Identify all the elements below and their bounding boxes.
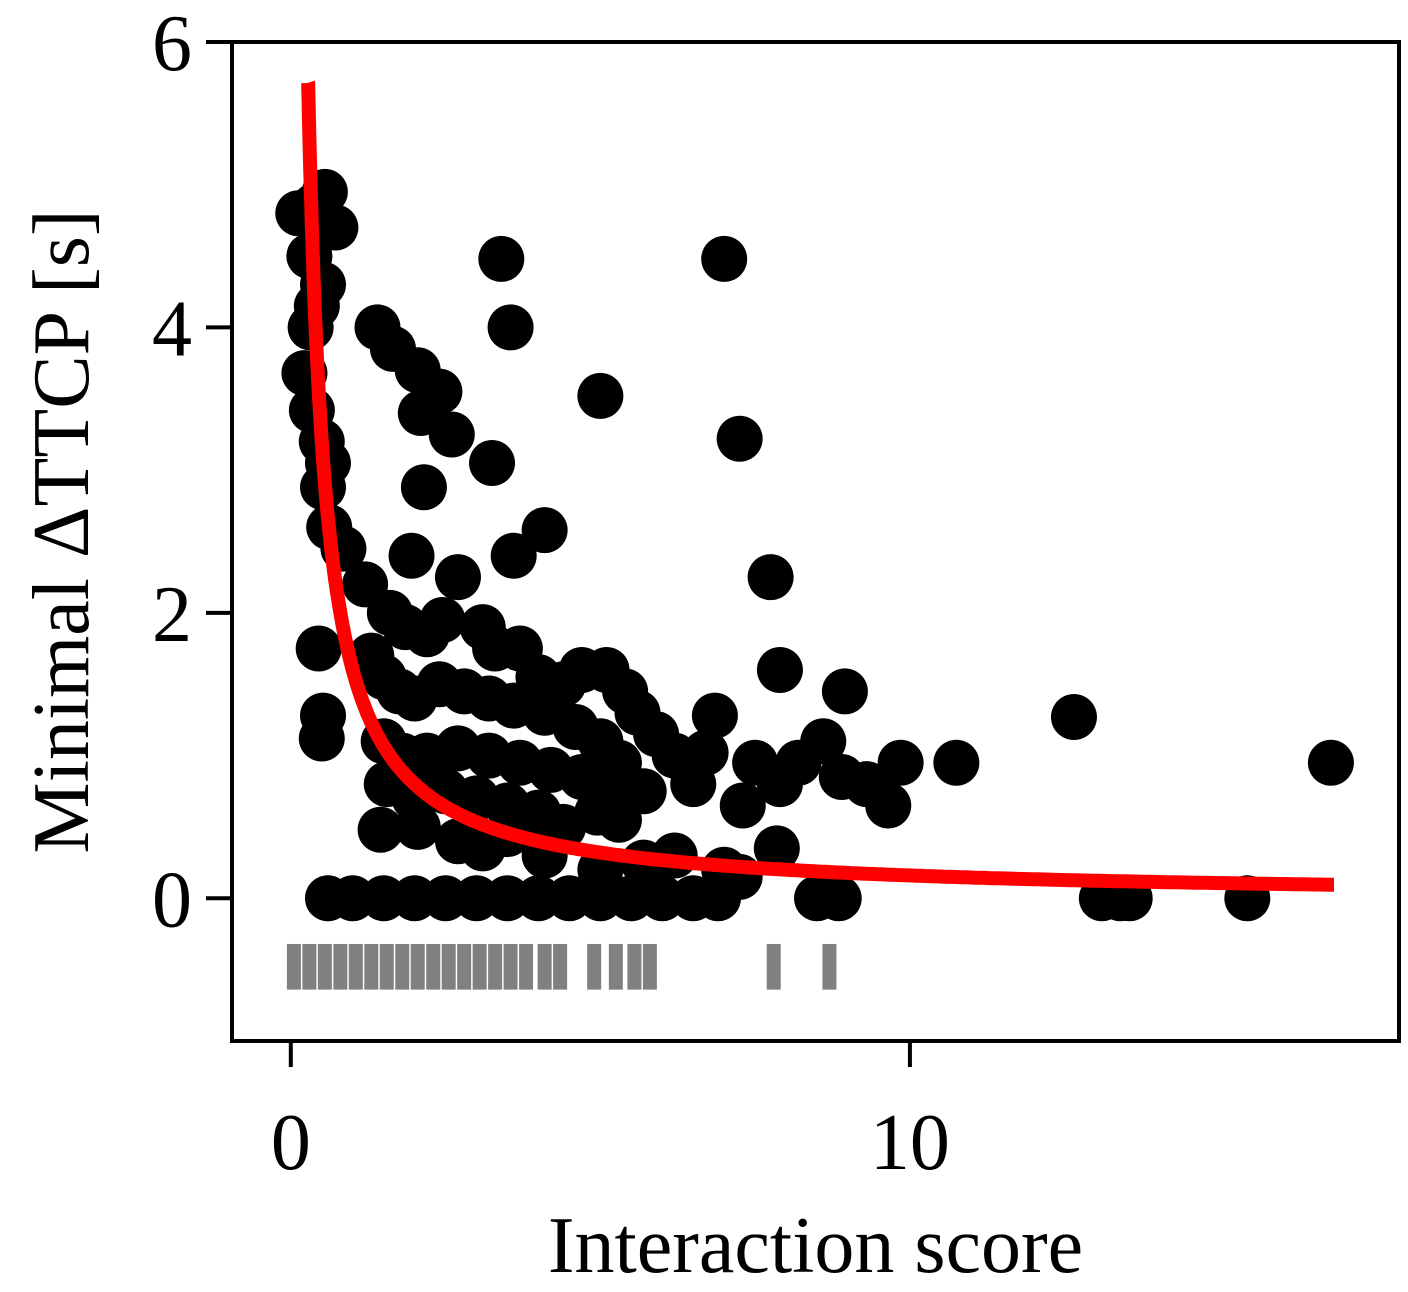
rug-mark <box>642 943 657 990</box>
scatter-point <box>933 739 980 786</box>
scatter-point <box>815 875 862 922</box>
rug-mark <box>766 943 781 990</box>
scatter-point <box>298 715 345 762</box>
rug-mark <box>457 943 472 990</box>
y-tick-label: 2 <box>152 571 192 659</box>
rug-marks <box>286 943 837 990</box>
y-axis-title: Minimal ΔTTCP [s] <box>18 209 106 853</box>
scatter-point <box>747 554 794 601</box>
rug-mark <box>627 943 642 990</box>
rug-mark <box>317 943 332 990</box>
scatter-point <box>577 372 624 419</box>
scatter-point <box>800 718 847 765</box>
fit-curve <box>301 76 1336 892</box>
scatter-point <box>295 625 342 672</box>
scatter-point <box>1050 694 1097 741</box>
rug-mark <box>608 943 623 990</box>
rug-mark <box>410 943 425 990</box>
rug-mark <box>519 943 534 990</box>
axis-ticks: 0 2 4 6 0 10 <box>152 0 950 1187</box>
scatter-point <box>478 235 525 282</box>
plot-frame <box>230 40 1401 1043</box>
rug-mark <box>537 943 552 990</box>
rug-mark <box>441 943 456 990</box>
rug-mark <box>379 943 394 990</box>
scatter-point <box>691 692 738 739</box>
scatter-point <box>865 782 912 829</box>
x-axis-title: Interaction score <box>548 1202 1083 1290</box>
scatter-point <box>490 532 537 579</box>
scatter-point <box>753 825 800 872</box>
scatter-point <box>756 646 803 693</box>
scatter-point <box>1307 739 1354 786</box>
scatter-point <box>469 440 516 487</box>
scatter-point <box>394 803 441 850</box>
scatter-point <box>701 235 748 282</box>
rug-mark <box>503 943 518 990</box>
rug-mark <box>426 943 441 990</box>
scatter-point <box>312 204 359 251</box>
scatter-point <box>428 411 475 458</box>
rug-mark <box>488 943 503 990</box>
scatter-point <box>357 806 404 853</box>
x-tick-label: 10 <box>870 1099 950 1187</box>
rug-mark <box>822 943 837 990</box>
scatter-point <box>682 729 729 776</box>
scatter-point <box>419 596 466 643</box>
scatter-point <box>487 304 534 351</box>
rug-mark <box>286 943 301 990</box>
scatter-point <box>719 782 766 829</box>
scatter-point <box>388 532 435 579</box>
scatter-point <box>595 796 642 843</box>
y-tick-label: 0 <box>152 856 192 944</box>
scatter-point <box>400 464 447 511</box>
rug-mark <box>348 943 363 990</box>
rug-mark <box>302 943 317 990</box>
rug-mark <box>364 943 379 990</box>
scatter-point <box>434 554 481 601</box>
rug-mark <box>553 943 568 990</box>
rug-mark <box>587 943 602 990</box>
scatter-point <box>716 415 763 462</box>
scatter-point <box>694 875 741 922</box>
scatter-point <box>877 739 924 786</box>
rug-mark <box>472 943 487 990</box>
scatter-point <box>821 668 868 715</box>
rug-mark <box>333 943 348 990</box>
scatter-point <box>521 507 568 554</box>
y-tick-label: 4 <box>152 285 192 373</box>
y-tick-label: 6 <box>152 0 192 88</box>
rug-mark <box>395 943 410 990</box>
x-tick-label: 0 <box>271 1099 311 1187</box>
